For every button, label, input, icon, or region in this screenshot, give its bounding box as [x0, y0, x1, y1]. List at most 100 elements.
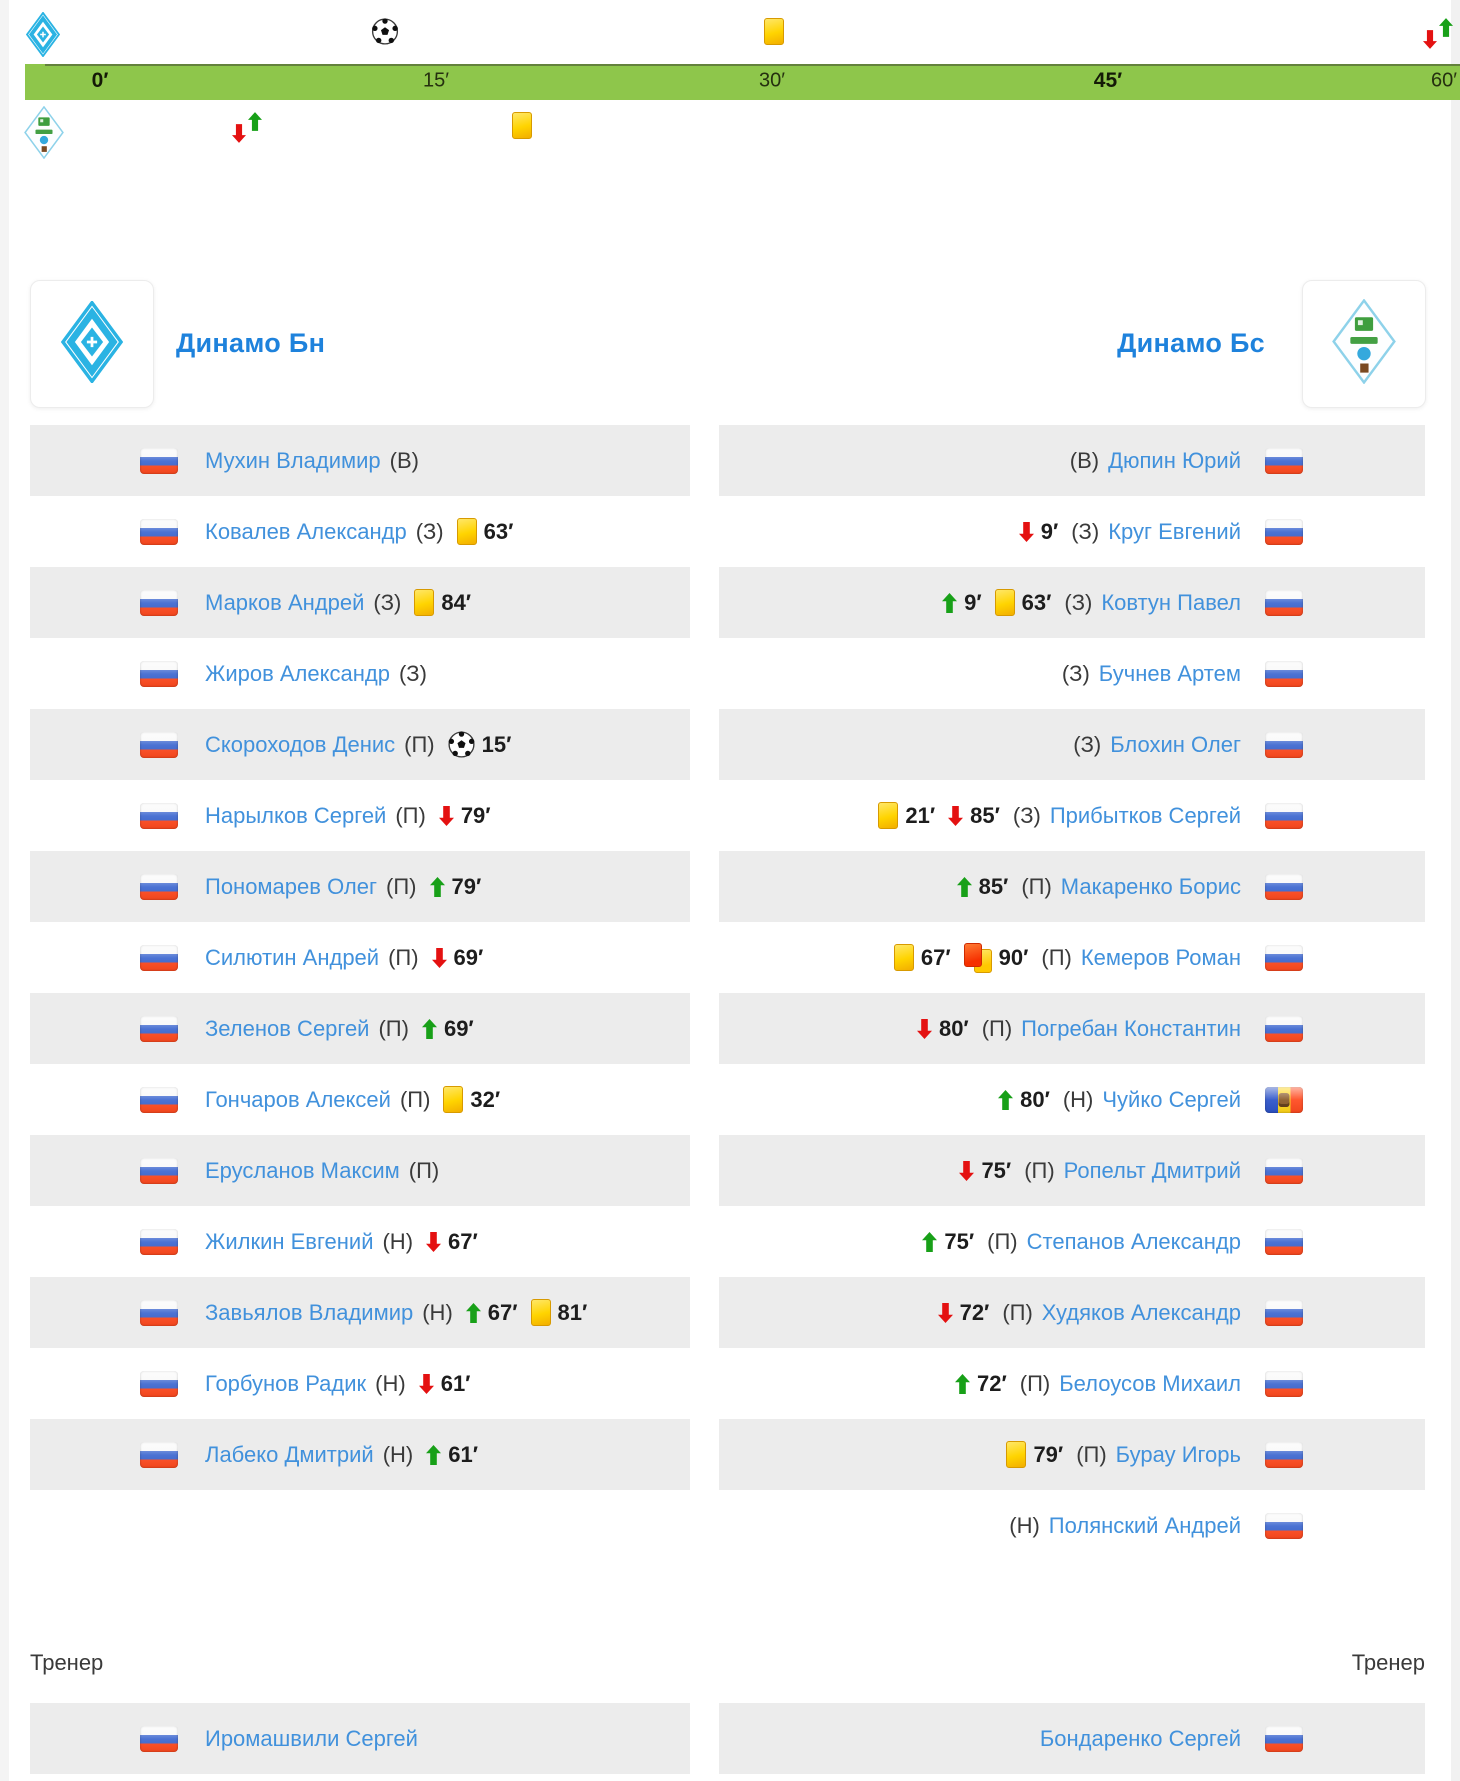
sub-in-arrow-icon — [429, 876, 445, 897]
player-event: 32′ — [443, 1086, 500, 1113]
player-name[interactable]: Марков Андрей — [205, 589, 365, 615]
player-row: Нарылков Сергей (П) 79′ — [30, 780, 690, 851]
player-name[interactable]: Макаренко Борис — [1060, 873, 1241, 899]
player-name[interactable]: Белоусов Михаил — [1059, 1370, 1241, 1396]
player-event: 21′ — [878, 802, 935, 829]
timeline-event-goal — [371, 18, 398, 45]
player-event: 67′ — [465, 1299, 518, 1326]
player-name[interactable]: Нарылков Сергей — [205, 802, 387, 828]
timeline-event-sub — [232, 112, 263, 148]
flag-russia-icon — [1265, 731, 1303, 758]
home-team-name[interactable]: Динамо Бн — [176, 327, 326, 358]
player-name[interactable]: Жилкин Евгений — [205, 1228, 374, 1254]
event-minute: 9′ — [1040, 518, 1059, 544]
event-minute: 15′ — [481, 731, 512, 757]
player-name[interactable]: Кемеров Роман — [1080, 944, 1241, 970]
coach-label-away: Тренер — [1351, 1650, 1425, 1675]
player-name[interactable]: Горбунов Радик — [205, 1370, 367, 1396]
flag-russia-icon — [140, 660, 178, 687]
player-name[interactable]: Погребан Константин — [1021, 1015, 1241, 1041]
away-team-logo-timeline-icon — [24, 105, 64, 164]
player-event: 80′ — [998, 1087, 1050, 1113]
player-row: Скороходов Денис (П) 15′ — [30, 709, 690, 780]
event-minute: 61′ — [440, 1370, 471, 1396]
event-minute: 79′ — [1033, 1441, 1064, 1467]
yellow-card-icon — [763, 18, 784, 45]
coach-label-home: Тренер — [30, 1650, 104, 1675]
coach-name[interactable]: Иромашвили Сергей — [205, 1725, 418, 1751]
event-minute: 75′ — [981, 1157, 1012, 1183]
timeline-event-yellow — [511, 112, 532, 139]
player-name[interactable]: Полянский Андрей — [1048, 1512, 1241, 1538]
player-name[interactable]: Ковтун Павел — [1101, 589, 1241, 615]
player-position: (В) — [389, 447, 419, 473]
substitution-arrows-icon — [232, 112, 263, 148]
player-row: Лабеко Дмитрий (Н) 61′ — [30, 1419, 690, 1490]
player-event: 61′ — [418, 1370, 471, 1397]
player-name[interactable]: Лабеко Дмитрий — [205, 1441, 374, 1467]
player-event: 69′ — [421, 1016, 474, 1042]
flag-moldova-icon — [1265, 1086, 1303, 1113]
player-name[interactable]: Худяков Александр — [1041, 1299, 1241, 1325]
home-team-card[interactable] — [30, 280, 154, 408]
player-name[interactable]: Ковалев Александр — [205, 518, 407, 544]
right-edge-strip[interactable] — [1451, 0, 1460, 1781]
event-minute: 85′ — [978, 873, 1009, 899]
flag-russia-icon — [140, 1015, 178, 1042]
player-name[interactable]: Ерусланов Максим — [205, 1157, 400, 1183]
player-event: 9′ — [1018, 518, 1059, 545]
player-name[interactable]: Прибытков Сергей — [1049, 802, 1241, 828]
player-name[interactable]: Гончаров Алексей — [205, 1086, 391, 1112]
player-row: 9′ 63′ (З) Ковтун Павел — [719, 567, 1425, 638]
player-name[interactable]: Бурау Игорь — [1115, 1441, 1241, 1467]
player-name[interactable]: Блохин Олег — [1110, 731, 1241, 757]
sub-out-arrow-icon — [418, 1373, 434, 1394]
timeline-bar[interactable]: 0′ 15′ 30′ 45′ 60′ — [25, 64, 1460, 100]
player-row: Горбунов Радик (Н) 61′ — [30, 1348, 690, 1419]
player-position: (П) — [395, 802, 426, 828]
event-minute: 72′ — [959, 1299, 990, 1325]
player-name[interactable]: Силютин Андрей — [205, 944, 380, 970]
player-name[interactable]: Зеленов Сергей — [205, 1015, 370, 1041]
player-event: 85′ — [948, 803, 1000, 829]
coach-name[interactable]: Бондаренко Сергей — [1039, 1725, 1241, 1751]
player-name[interactable]: Бучнев Артем — [1098, 660, 1241, 686]
player-row: Жиров Александр (З) — [30, 638, 690, 709]
player-name[interactable]: Ропельт Дмитрий — [1063, 1157, 1241, 1183]
player-name[interactable]: Завьялов Владимир — [205, 1299, 414, 1325]
player-event: 81′ — [530, 1299, 587, 1326]
yellow-card-icon — [511, 112, 532, 139]
player-position: (З) — [1071, 518, 1100, 544]
player-position: (П) — [1019, 1370, 1051, 1396]
player-name[interactable]: Круг Евгений — [1108, 518, 1241, 544]
player-event: 79′ — [1006, 1441, 1063, 1468]
player-name[interactable]: Мухин Владимир — [205, 447, 381, 473]
sub-in-arrow-icon — [421, 1018, 437, 1039]
player-name[interactable]: Пономарев Олег — [205, 873, 378, 899]
player-row: 21′ 85′ (З) Прибытков Сергей — [719, 780, 1425, 851]
sub-in-arrow-icon — [998, 1089, 1014, 1110]
player-name[interactable]: Скороходов Денис — [205, 731, 396, 757]
player-position: (З) — [398, 660, 427, 686]
player-name[interactable]: Чуйко Сергей — [1102, 1086, 1241, 1112]
player-row: Зеленов Сергей (П) 69′ — [30, 993, 690, 1064]
player-row: (В) Дюпин Юрий — [719, 425, 1425, 496]
second-yellow-red-card-icon — [963, 942, 992, 973]
flag-russia-icon — [1265, 1157, 1303, 1184]
event-minute: 67′ — [487, 1299, 518, 1325]
player-row: 67′ 90′ (П) Кемеров Роман — [719, 922, 1425, 993]
player-event: 9′ — [942, 590, 982, 616]
flag-russia-icon — [1265, 1725, 1303, 1752]
flag-russia-icon — [1265, 660, 1303, 687]
away-team-name[interactable]: Динамо Бс — [1117, 327, 1265, 358]
player-row: 85′ (П) Макаренко Борис — [719, 851, 1425, 922]
player-position: (П) — [1021, 873, 1052, 899]
flag-russia-icon — [1265, 1512, 1303, 1539]
away-team-card[interactable] — [1302, 280, 1426, 408]
player-name[interactable]: Степанов Александр — [1026, 1228, 1241, 1254]
player-position: (В) — [1069, 447, 1100, 473]
player-name[interactable]: Жиров Александр — [205, 660, 390, 686]
flag-russia-icon — [140, 1725, 178, 1752]
player-name[interactable]: Дюпин Юрий — [1108, 447, 1241, 473]
